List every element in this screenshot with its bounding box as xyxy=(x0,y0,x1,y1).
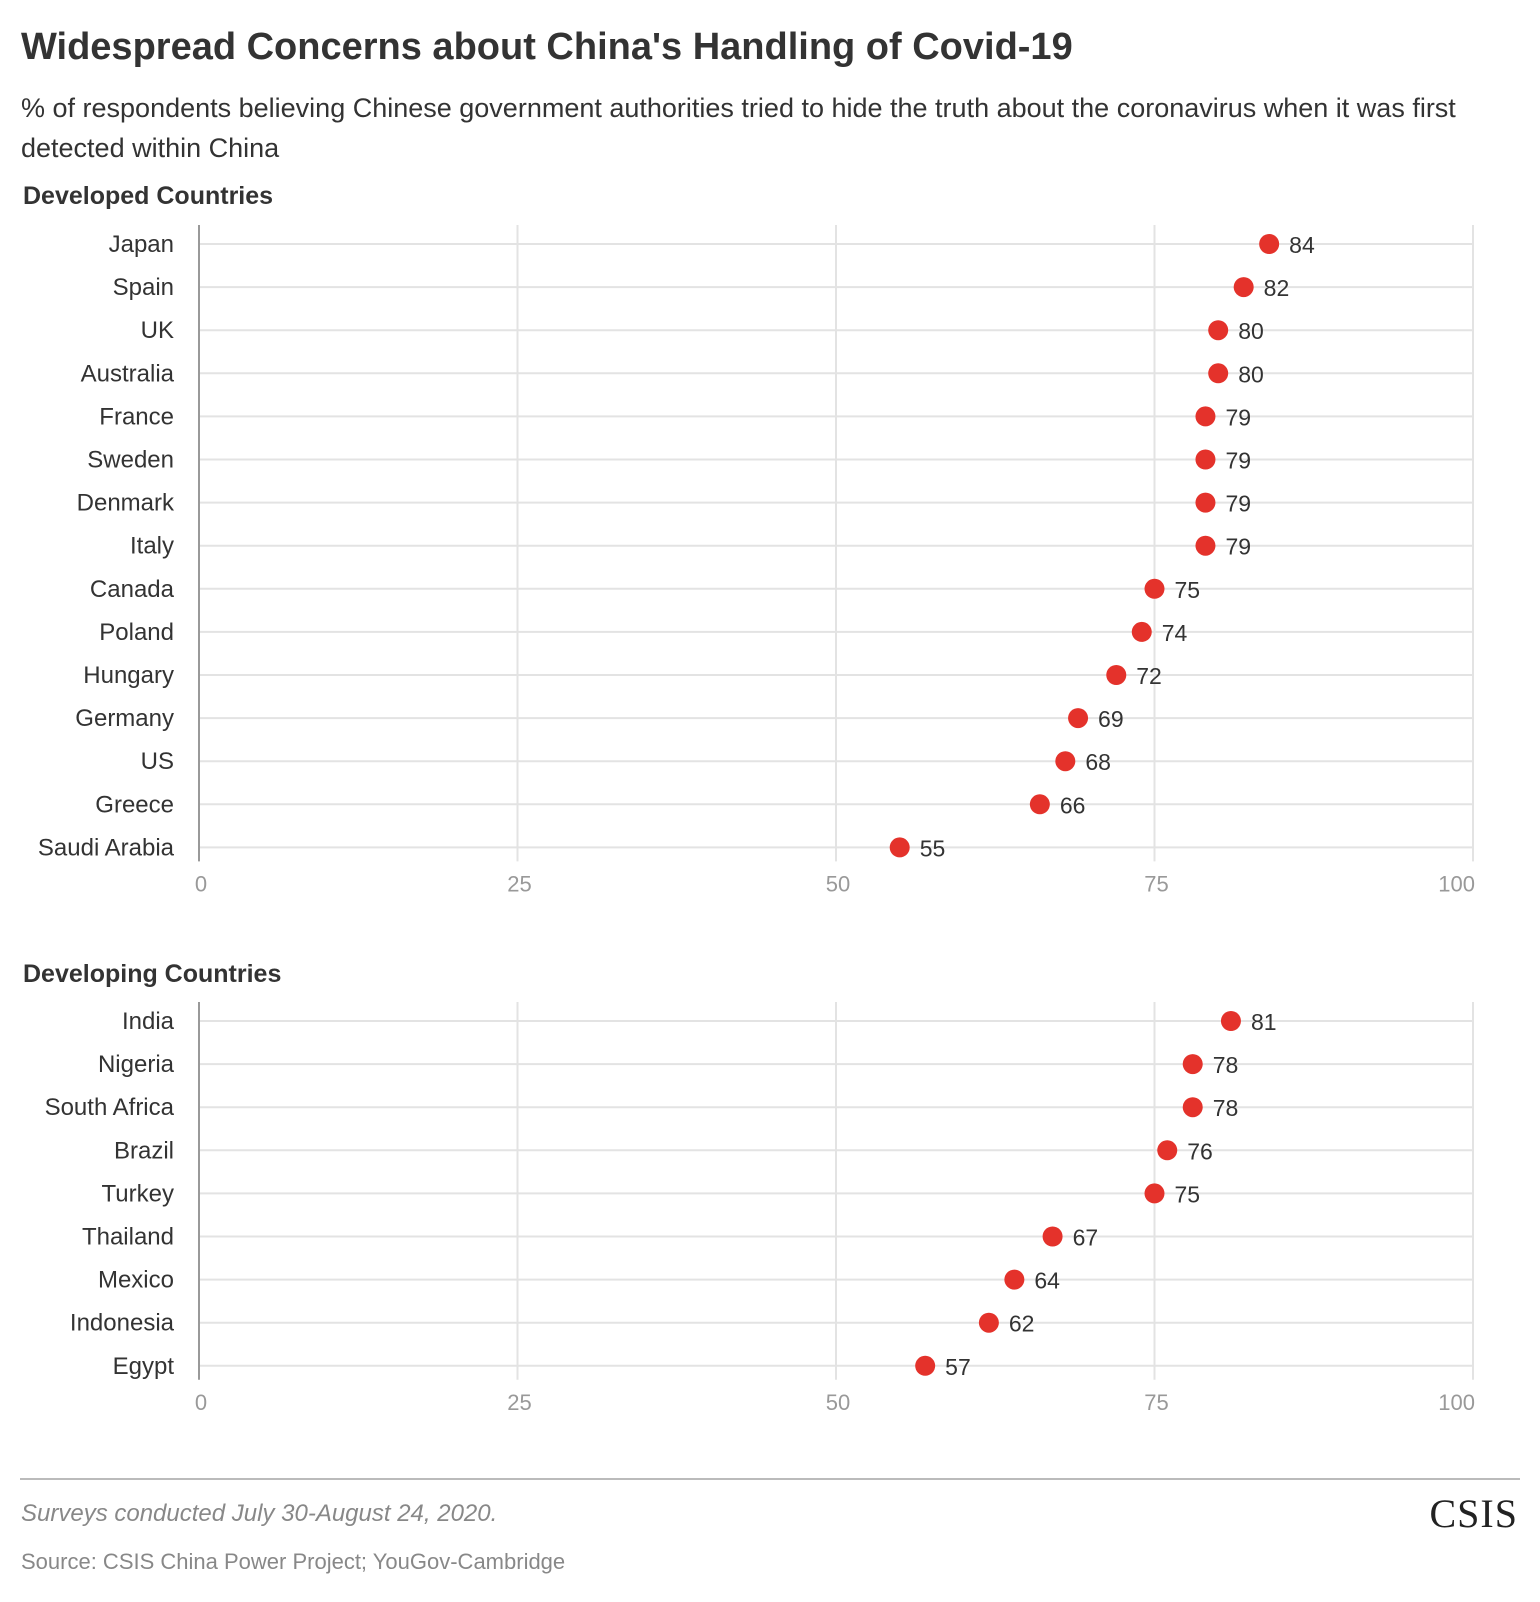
data-point xyxy=(1004,1269,1025,1290)
data-point xyxy=(1029,794,1050,815)
data-value-label: 79 xyxy=(1225,448,1251,474)
x-tick-label: 25 xyxy=(507,871,531,896)
data-point xyxy=(1144,1183,1165,1204)
survey-note: Surveys conducted July 30-August 24, 202… xyxy=(21,1500,498,1527)
data-value-label: 79 xyxy=(1225,491,1251,517)
data-value-label: 68 xyxy=(1085,749,1111,775)
data-value-label: 66 xyxy=(1060,792,1086,818)
country-label: UK xyxy=(141,317,174,344)
country-label: Sweden xyxy=(87,447,174,474)
data-value-label: 80 xyxy=(1238,361,1264,387)
data-point xyxy=(1195,492,1216,513)
data-point xyxy=(1144,578,1165,599)
country-label: US xyxy=(141,748,174,775)
x-tick-label: 100 xyxy=(1438,1390,1475,1415)
country-label: Turkey xyxy=(102,1180,174,1207)
data-point xyxy=(1220,1011,1241,1031)
data-point xyxy=(1131,621,1152,642)
country-label: Hungary xyxy=(83,662,174,689)
country-label: Denmark xyxy=(77,490,175,517)
data-value-label: 62 xyxy=(1009,1311,1035,1337)
data-point xyxy=(1055,751,1076,772)
csis-logo: CSIS xyxy=(1429,1491,1518,1536)
chart-title: Widespread Concerns about China's Handli… xyxy=(21,26,1073,68)
country-label: Thailand xyxy=(82,1224,174,1251)
data-value-label: 74 xyxy=(1162,620,1188,646)
data-point xyxy=(1157,1140,1178,1161)
x-tick-label: 0 xyxy=(195,871,207,896)
country-label: Japan xyxy=(109,231,174,258)
x-tick-label: 25 xyxy=(507,1390,531,1415)
country-label: Egypt xyxy=(113,1353,175,1380)
country-label: Brazil xyxy=(114,1137,174,1164)
data-point xyxy=(1106,665,1127,685)
country-label: Germany xyxy=(75,705,174,732)
x-tick-label: 100 xyxy=(1438,871,1475,896)
data-point xyxy=(889,837,910,858)
country-label: Italy xyxy=(130,533,174,560)
x-tick-label: 75 xyxy=(1144,1390,1168,1415)
country-label: Poland xyxy=(99,619,174,646)
data-value-label: 64 xyxy=(1034,1268,1060,1294)
country-label: Australia xyxy=(81,360,175,387)
chart-subtitle: % of respondents believing Chinese gover… xyxy=(21,93,1456,163)
data-point xyxy=(1208,363,1229,384)
data-value-label: 79 xyxy=(1225,534,1251,560)
data-value-label: 75 xyxy=(1175,577,1201,603)
data-point xyxy=(915,1355,936,1376)
data-value-label: 81 xyxy=(1251,1009,1277,1035)
data-value-label: 72 xyxy=(1136,663,1162,689)
footer-divider xyxy=(20,1478,1520,1480)
data-value-label: 67 xyxy=(1073,1225,1099,1251)
country-label: Canada xyxy=(90,576,175,603)
data-point xyxy=(1042,1226,1063,1247)
data-point xyxy=(1182,1097,1203,1118)
source-note: Source: CSIS China Power Project; YouGov… xyxy=(21,1549,566,1574)
data-point xyxy=(1259,234,1280,254)
data-value-label: 55 xyxy=(920,835,946,861)
country-label: Greece xyxy=(95,791,174,818)
developing-countries-chart: India 81 Nigeria 78 South Africa 78 Brazil 76 Tu… xyxy=(45,1002,1475,1415)
panel-title-developing: Developing Countries xyxy=(23,960,282,988)
data-value-label: 78 xyxy=(1213,1095,1239,1121)
country-label: Indonesia xyxy=(70,1310,175,1337)
country-label: Saudi Arabia xyxy=(38,834,175,861)
panel-title-developed: Developed Countries xyxy=(23,182,274,210)
country-label: Nigeria xyxy=(98,1051,175,1078)
x-tick-label: 50 xyxy=(826,871,850,896)
data-value-label: 84 xyxy=(1289,232,1315,258)
data-value-label: 78 xyxy=(1213,1052,1239,1078)
country-label: Mexico xyxy=(98,1267,174,1294)
country-label: India xyxy=(122,1008,175,1035)
x-tick-label: 75 xyxy=(1144,871,1168,896)
data-value-label: 57 xyxy=(945,1354,971,1380)
country-label: South Africa xyxy=(45,1094,175,1121)
data-point xyxy=(1068,708,1089,729)
data-point xyxy=(978,1312,999,1333)
data-point xyxy=(1195,535,1216,556)
developed-countries-chart: Japan 84 Spain 82 UK 80 Australia 80 France 79 Swe… xyxy=(38,225,1475,896)
x-tick-label: 0 xyxy=(195,1390,207,1415)
data-point xyxy=(1195,406,1216,427)
country-label: France xyxy=(99,403,174,430)
country-label: Spain xyxy=(113,274,174,301)
data-value-label: 76 xyxy=(1187,1138,1213,1164)
data-value-label: 80 xyxy=(1238,318,1264,344)
x-tick-label: 50 xyxy=(826,1390,850,1415)
data-point xyxy=(1233,277,1254,298)
data-value-label: 75 xyxy=(1175,1181,1201,1207)
data-value-label: 82 xyxy=(1264,275,1290,301)
data-point xyxy=(1195,449,1216,470)
data-value-label: 79 xyxy=(1225,404,1251,430)
data-point xyxy=(1208,320,1229,341)
data-point xyxy=(1182,1054,1203,1075)
data-value-label: 69 xyxy=(1098,706,1124,732)
